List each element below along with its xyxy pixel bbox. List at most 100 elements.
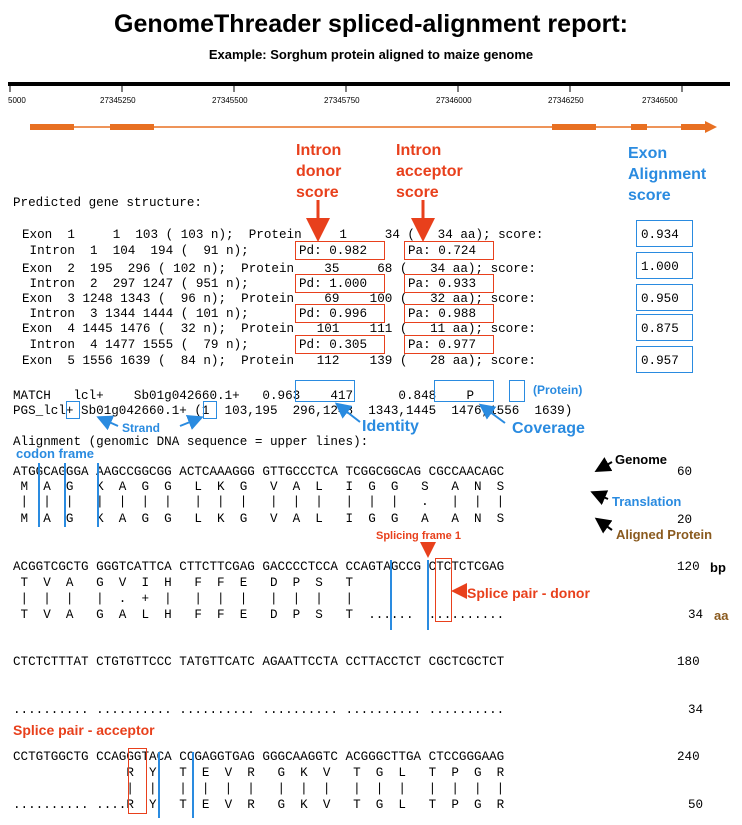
gene-structure-heading: Predicted gene structure:	[13, 196, 202, 210]
block1-aa: 20	[677, 513, 693, 527]
genome-label: Genome	[615, 452, 668, 467]
exon-score-3: 0.950	[641, 292, 679, 306]
exon-5-bar	[681, 124, 707, 130]
block4-match: | | | | | | | | | | | | | | | |	[13, 782, 505, 796]
coverage-box	[434, 380, 494, 402]
block4-translation: R Y T E V R G K V T G L T P G R	[13, 766, 505, 780]
donor-score-box-1	[295, 241, 385, 260]
alignment-heading: Alignment (genomic DNA sequence = upper …	[13, 435, 369, 449]
block2-protein: T V A G A L H F F E D P S T ...... .....…	[13, 608, 505, 622]
splice-donor-box	[435, 558, 452, 622]
translation-arrow	[590, 490, 609, 506]
aligned-protein-arrow	[594, 517, 613, 534]
intron-row-3-prefix: Intron 3 1344 1444 ( 101 n);	[22, 307, 249, 321]
donor-score-1: Pd: 0.982	[299, 244, 368, 258]
aa-unit-label: aa	[714, 608, 729, 623]
strand-arrow	[705, 121, 717, 133]
block2-translation: T V A G V I H F F E D P S T	[13, 576, 354, 590]
protein-label: (Protein)	[533, 383, 583, 397]
donor-score-box-3	[295, 304, 385, 323]
codon-frame-line	[427, 560, 429, 630]
exon-3-bar	[552, 124, 596, 130]
intron-acceptor-label: Intron acceptor score	[396, 142, 463, 201]
exon-score-4: 0.875	[641, 322, 679, 336]
intron-donor-label: Intron donor score	[296, 142, 342, 201]
donor-score-box-2	[295, 274, 385, 293]
splice-donor-label: Splice pair - donor	[467, 585, 590, 601]
acceptor-score-box-2	[404, 274, 494, 293]
block2-aa: 34	[688, 608, 704, 622]
exon-score-2: 1.000	[641, 260, 679, 274]
strand-box-1	[66, 401, 80, 419]
codon-frame-line	[192, 752, 194, 818]
block3-genome: CTCTCTTTAT CTGTGTTCCC TATGTTCATC AGAATTC…	[13, 655, 505, 669]
codon-frame-label: codon frame	[16, 446, 95, 461]
ruler-tick: 27346250	[548, 96, 584, 105]
identity-box	[295, 380, 355, 402]
block1-protein: M A G K A G G L K G V A L I G G A A N S	[13, 512, 505, 526]
exon-score-box-5	[636, 346, 693, 373]
block4-aa: 50	[688, 798, 704, 812]
exon-alignment-label: Exon Alignment score	[628, 145, 707, 204]
block3-protein: .......... .......... .......... .......…	[13, 703, 505, 717]
block1-match: | | | | | | | | | | | | | | | | . | | |	[13, 495, 505, 509]
ruler-tick: 27345250	[100, 96, 136, 105]
coverage-label: Coverage	[512, 420, 585, 437]
block1-translation: M A G K A G G L K G V A L I G G S A N S	[13, 480, 505, 494]
acceptor-score-box-1	[404, 241, 494, 260]
protein-box	[509, 380, 525, 402]
codon-frame-line	[38, 463, 40, 527]
exon-score-box-4	[636, 314, 693, 341]
block4-bp: 240	[677, 750, 700, 764]
aligned-protein-label: Aligned Protein	[616, 527, 713, 542]
splice-acceptor-box	[128, 748, 147, 814]
exon-score-box-1	[636, 220, 693, 247]
block3-bp: 180	[677, 655, 700, 669]
intron-row-4-prefix: Intron 4 1477 1555 ( 79 n);	[22, 338, 249, 352]
ruler-tick: 5000	[8, 96, 26, 105]
pgs-line: PGS_lcl+ Sb01g042660.1+ (1 103,195 296,1…	[13, 404, 573, 418]
page-title: GenomeThreader spliced-alignment report:	[114, 10, 628, 38]
codon-frame-line	[390, 560, 392, 630]
codon-frame-line	[158, 752, 160, 818]
exon-row-3: Exon 3 1248 1343 ( 96 n); Protein 69 100…	[22, 292, 536, 306]
exon-row-1: Exon 1 1 103 ( 103 n); Protein 1 34 ( 34…	[22, 228, 544, 242]
block4-genome: CCTGTGGCTG CCAGGGTACA CCGAGGTGAG GGGCAAG…	[13, 750, 505, 764]
exon-score-box-3	[636, 284, 693, 311]
exon-4-bar	[631, 124, 647, 130]
exon-score-5: 0.957	[641, 354, 679, 368]
splicing-frame-label: Splicing frame 1	[376, 530, 461, 542]
block2-match: | | | | . + | | | | | | | |	[13, 592, 354, 606]
donor-score-4: Pd: 0.305	[299, 338, 368, 352]
block1-bp: 60	[677, 465, 693, 479]
exon-score-box-2	[636, 252, 693, 279]
match-line: MATCH lcl+ Sb01g042660.1+ 0.963 417 0.84…	[13, 389, 475, 403]
donor-score-3: Pd: 0.996	[299, 307, 368, 321]
intron-row-2-prefix: Intron 2 297 1247 ( 951 n);	[22, 277, 249, 291]
donor-score-box-4	[295, 335, 385, 354]
strand-arrow-2	[179, 415, 204, 430]
ruler-tick: 27345500	[212, 96, 248, 105]
splice-acceptor-label: Splice pair - acceptor	[13, 722, 155, 738]
acceptor-score-4: Pa: 0.977	[408, 338, 477, 352]
genome-arrow	[594, 457, 613, 472]
exon-score-1: 0.934	[641, 228, 679, 242]
donor-score-2: Pd: 1.000	[299, 277, 368, 291]
strand-arrow-1	[96, 415, 119, 431]
exon-row-4: Exon 4 1445 1476 ( 32 n); Protein 101 11…	[22, 322, 536, 336]
acceptor-score-1: Pa: 0.724	[408, 244, 477, 258]
ruler-tick: 27345750	[324, 96, 360, 105]
block4-protein: .......... ....R Y T E V R G K V T G L T…	[13, 798, 505, 812]
identity-label: Identity	[362, 418, 419, 435]
block3-aa: 34	[688, 703, 704, 717]
page-subtitle: Example: Sorghum protein aligned to maiz…	[208, 47, 534, 62]
acceptor-score-2: Pa: 0.933	[408, 277, 477, 291]
codon-frame-line	[64, 463, 66, 527]
block2-bp: 120	[677, 560, 700, 574]
exon-2-bar	[110, 124, 154, 130]
block1-genome: ATGGCAGGGA AAGCCGGCGG ACTCAAAGGG GTTGCCC…	[13, 465, 505, 479]
exon-1-bar	[30, 124, 74, 130]
acceptor-score-box-3	[404, 304, 494, 323]
exon-row-5: Exon 5 1556 1639 ( 84 n); Protein 112 13…	[22, 354, 536, 368]
